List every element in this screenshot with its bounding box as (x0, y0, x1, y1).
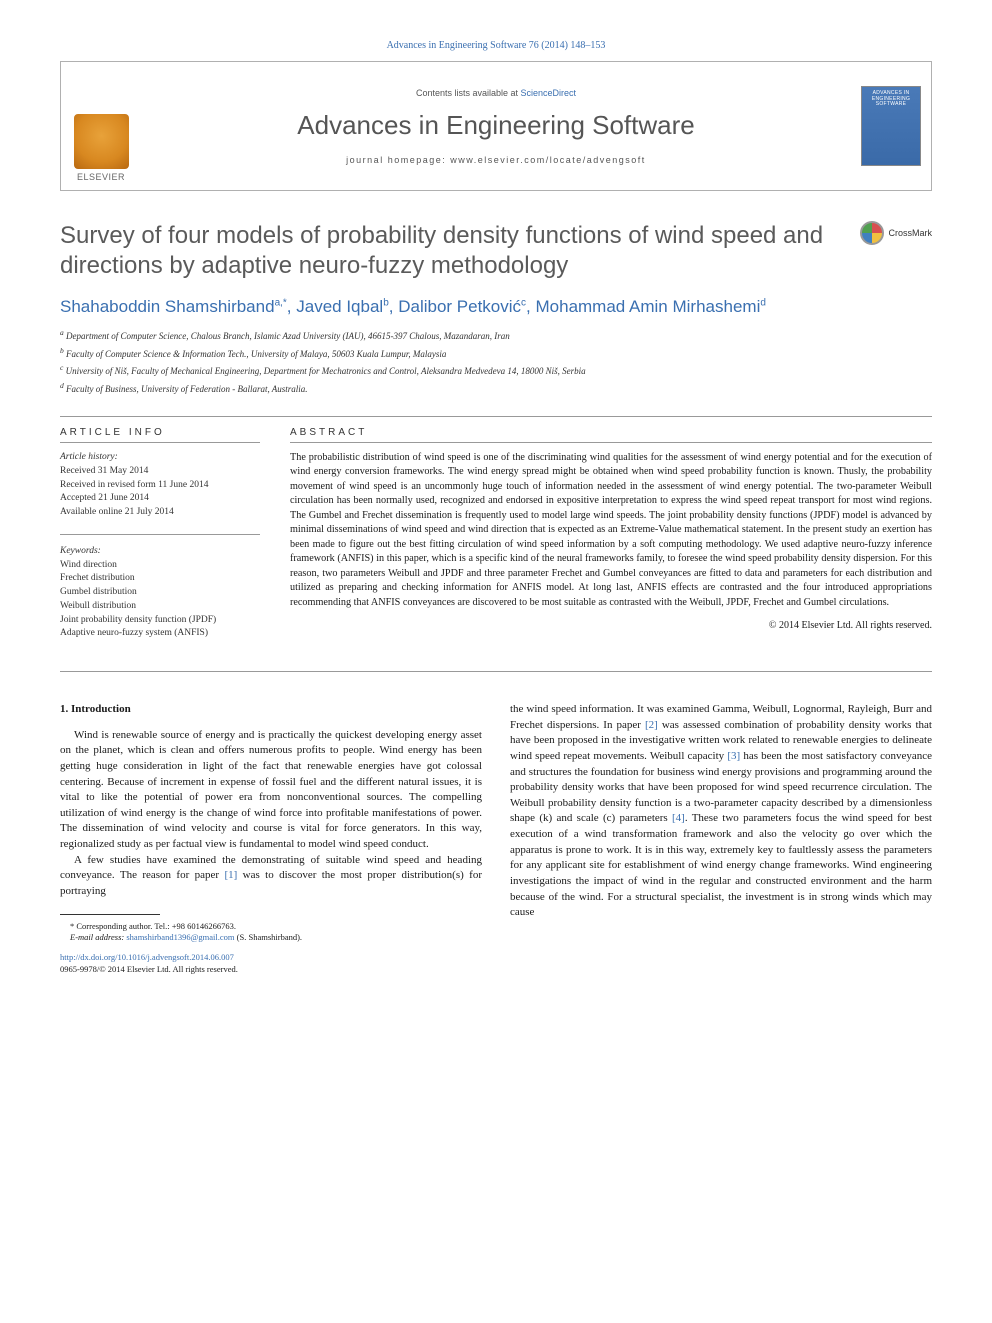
crossmark-label: CrossMark (888, 228, 932, 238)
keyword-3: Weibull distribution (60, 600, 260, 614)
keyword-4: Joint probability density function (JPDF… (60, 614, 260, 628)
crossmark-icon (860, 221, 884, 245)
email-link[interactable]: shamshirband1396@gmail.com (126, 932, 234, 942)
elsevier-tree-icon (74, 114, 129, 169)
article-title: Survey of four models of probability den… (60, 221, 860, 281)
cover-thumbnail: ADVANCES IN ENGINEERING SOFTWARE (861, 86, 921, 166)
article-info-column: ARTICLE INFO Article history: Received 3… (60, 427, 260, 641)
ref-link-4[interactable]: [4] (672, 812, 685, 824)
homepage-url[interactable]: www.elsevier.com/locate/advengsoft (450, 155, 646, 165)
contents-prefix: Contents lists available at (416, 88, 521, 98)
affiliation-c: c University of Niš, Faculty of Mechanic… (60, 362, 932, 379)
authors-line: Shahaboddin Shamshirbanda,*, Javed Iqbal… (60, 297, 932, 317)
divider (60, 671, 932, 672)
intro-p1: Wind is renewable source of energy and i… (60, 728, 482, 853)
doi-link[interactable]: http://dx.doi.org/10.1016/j.advengsoft.2… (60, 952, 234, 962)
info-abstract-row: ARTICLE INFO Article history: Received 3… (60, 427, 932, 641)
affiliation-a: a Department of Computer Science, Chalou… (60, 327, 932, 344)
section-intro-head: 1. Introduction (60, 702, 482, 718)
article-history: Article history: Received 31 May 2014 Re… (60, 451, 260, 520)
cover-text-3: SOFTWARE (876, 102, 907, 108)
author-3: , Dalibor Petković (389, 297, 521, 316)
author-1: Shahaboddin Shamshirband (60, 297, 275, 316)
abstract-text: The probabilistic distribution of wind s… (290, 451, 932, 610)
history-accepted: Accepted 21 June 2014 (60, 492, 260, 506)
keywords-label: Keywords: (60, 545, 260, 559)
corresponding-footnote: * Corresponding author. Tel.: +98 601462… (60, 921, 482, 933)
history-label: Article history: (60, 451, 260, 465)
sciencedirect-link[interactable]: ScienceDirect (521, 88, 577, 98)
ref-link-2[interactable]: [2] (645, 719, 658, 731)
affiliation-d: d Faculty of Business, University of Fed… (60, 380, 932, 397)
author-1-sup: a,* (275, 297, 287, 308)
keywords-block: Keywords: Wind direction Frechet distrib… (60, 545, 260, 641)
intro-p2: A few studies have examined the demonstr… (60, 853, 482, 900)
article-info-header: ARTICLE INFO (60, 427, 260, 443)
elsevier-logo: ELSEVIER (61, 62, 141, 190)
keyword-2: Gumbel distribution (60, 586, 260, 600)
ref-link-1[interactable]: [1] (224, 869, 237, 881)
abstract-copyright: © 2014 Elsevier Ltd. All rights reserved… (290, 620, 932, 631)
contents-line: Contents lists available at ScienceDirec… (416, 88, 576, 98)
intro-p3: the wind speed information. It was exami… (510, 702, 932, 921)
homepage-line: journal homepage: www.elsevier.com/locat… (346, 155, 646, 165)
journal-cover: ADVANCES IN ENGINEERING SOFTWARE (851, 62, 931, 190)
keyword-1: Frechet distribution (60, 572, 260, 586)
affiliation-b: b Faculty of Computer Science & Informat… (60, 345, 932, 362)
abstract-header: ABSTRACT (290, 427, 932, 443)
email-label: E-mail address: (70, 932, 126, 942)
author-4-sup: d (760, 297, 766, 308)
page-container: Advances in Engineering Software 76 (201… (0, 0, 992, 1026)
title-row: Survey of four models of probability den… (60, 221, 932, 281)
journal-name: Advances in Engineering Software (297, 110, 694, 141)
doi-block: http://dx.doi.org/10.1016/j.advengsoft.2… (60, 952, 482, 976)
email-footnote: E-mail address: shamshirband1396@gmail.c… (60, 932, 482, 944)
keyword-5: Adaptive neuro-fuzzy system (ANFIS) (60, 627, 260, 641)
crossmark-badge[interactable]: CrossMark (860, 221, 932, 245)
keyword-0: Wind direction (60, 559, 260, 573)
elsevier-label: ELSEVIER (77, 172, 125, 182)
header-center: Contents lists available at ScienceDirec… (141, 62, 851, 190)
divider (60, 534, 260, 535)
affiliations: a Department of Computer Science, Chalou… (60, 327, 932, 396)
author-4: , Mohammad Amin Mirhashemi (526, 297, 760, 316)
journal-header-box: ELSEVIER Contents lists available at Sci… (60, 61, 932, 191)
history-revised: Received in revised form 11 June 2014 (60, 479, 260, 493)
email-suffix: (S. Shamshirband). (235, 932, 303, 942)
body-columns: 1. Introduction Wind is renewable source… (60, 702, 932, 976)
divider (60, 416, 932, 417)
column-left: 1. Introduction Wind is renewable source… (60, 702, 482, 976)
ref-link-3[interactable]: [3] (727, 750, 740, 762)
homepage-prefix: journal homepage: (346, 155, 450, 165)
history-received: Received 31 May 2014 (60, 465, 260, 479)
citation-line: Advances in Engineering Software 76 (201… (60, 40, 932, 51)
history-online: Available online 21 July 2014 (60, 506, 260, 520)
issn-line: 0965-9978/© 2014 Elsevier Ltd. All right… (60, 964, 238, 974)
column-right: the wind speed information. It was exami… (510, 702, 932, 976)
author-2: , Javed Iqbal (287, 297, 383, 316)
footnote-separator (60, 914, 160, 915)
abstract-column: ABSTRACT The probabilistic distribution … (290, 427, 932, 641)
